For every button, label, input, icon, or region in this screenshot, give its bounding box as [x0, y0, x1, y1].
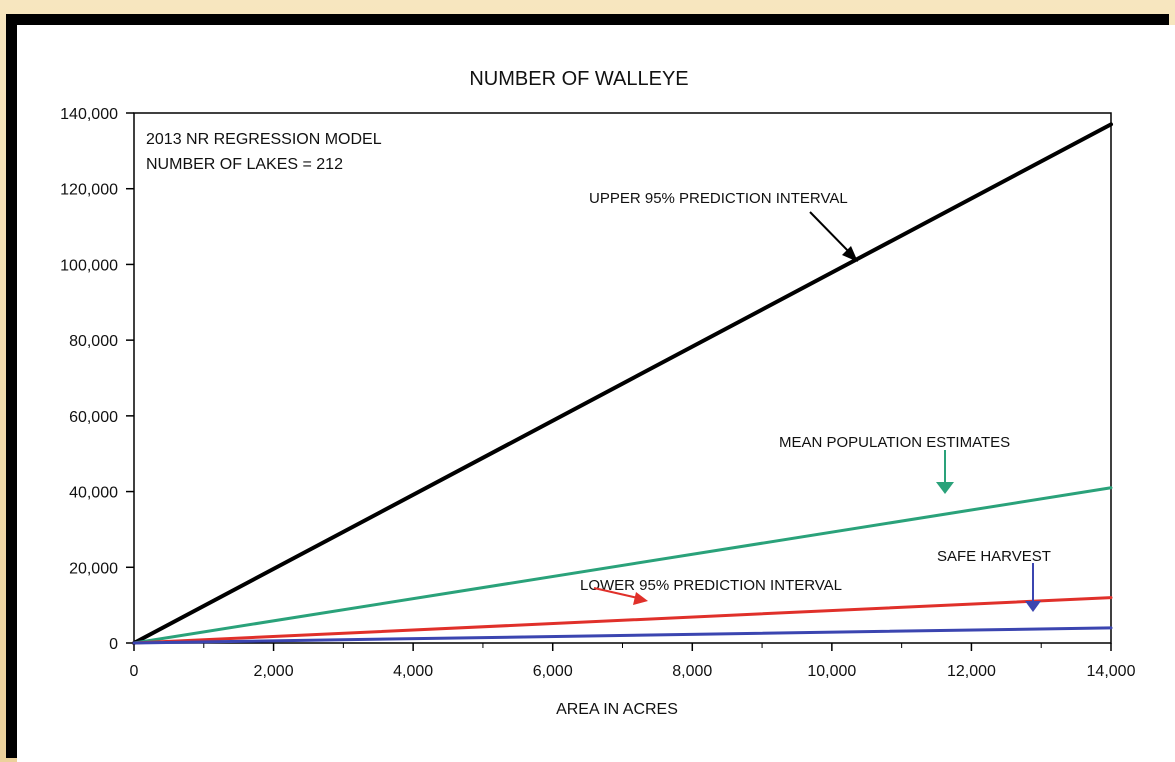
- x-tick-label: 4,000: [393, 663, 433, 680]
- series-line: [132, 626, 1113, 645]
- series-line: [132, 596, 1113, 645]
- x-tick-label: 14,000: [1087, 663, 1136, 680]
- x-axis: 0 2,000 4,000 6,000 8,000 10,000 12,000 14,000: [130, 643, 1136, 680]
- y-tick-label: 40,000: [69, 485, 118, 502]
- info-line-model: 2013 NR REGRESSION MODEL: [146, 131, 382, 148]
- x-tick-label: 0: [130, 663, 139, 680]
- annotation-arrowhead-safe-harvest: [1025, 601, 1041, 612]
- annotations: UPPER 95% PREDICTION INTERVAL MEAN POPUL…: [580, 190, 1051, 612]
- y-tick-label: 140,000: [60, 106, 118, 123]
- annotation-lower-pi: LOWER 95% PREDICTION INTERVAL: [580, 577, 842, 594]
- annotation-arrowhead-upper-pi: [842, 246, 858, 262]
- annotation-mean: MEAN POPULATION ESTIMATES: [779, 434, 1010, 451]
- x-tick-label: 10,000: [807, 663, 856, 680]
- y-tick-label: 100,000: [60, 257, 118, 274]
- annotation-arrow-upper-pi: [809, 211, 854, 257]
- y-tick-label: 60,000: [69, 409, 118, 426]
- series-lines: [132, 122, 1113, 645]
- y-tick-label: 0: [109, 636, 118, 653]
- chart-title: NUMBER OF WALLEYE: [469, 68, 688, 90]
- annotation-upper-pi: UPPER 95% PREDICTION INTERVAL: [589, 190, 848, 207]
- x-axis-label: AREA IN ACRES: [556, 701, 678, 718]
- info-line-lakes: NUMBER OF LAKES = 212: [146, 156, 343, 173]
- x-tick-label: 12,000: [947, 663, 996, 680]
- annotation-arrowhead-mean: [936, 482, 954, 494]
- y-tick-label: 80,000: [69, 333, 118, 350]
- x-tick-label: 8,000: [672, 663, 712, 680]
- series-line: [132, 122, 1113, 645]
- y-tick-label: 120,000: [60, 182, 118, 199]
- y-axis: 0 20,000 40,000 60,000 80,000 100,000 120,000 1…: [60, 106, 134, 653]
- annotation-safe-harvest: SAFE HARVEST: [937, 548, 1051, 565]
- x-tick-label: 6,000: [533, 663, 573, 680]
- series-line: [132, 486, 1113, 645]
- annotation-arrowhead-lower-pi: [633, 592, 648, 605]
- x-tick-label: 2,000: [254, 663, 294, 680]
- y-tick-label: 20,000: [69, 560, 118, 577]
- annotation-arrow-lower-pi: [593, 587, 639, 599]
